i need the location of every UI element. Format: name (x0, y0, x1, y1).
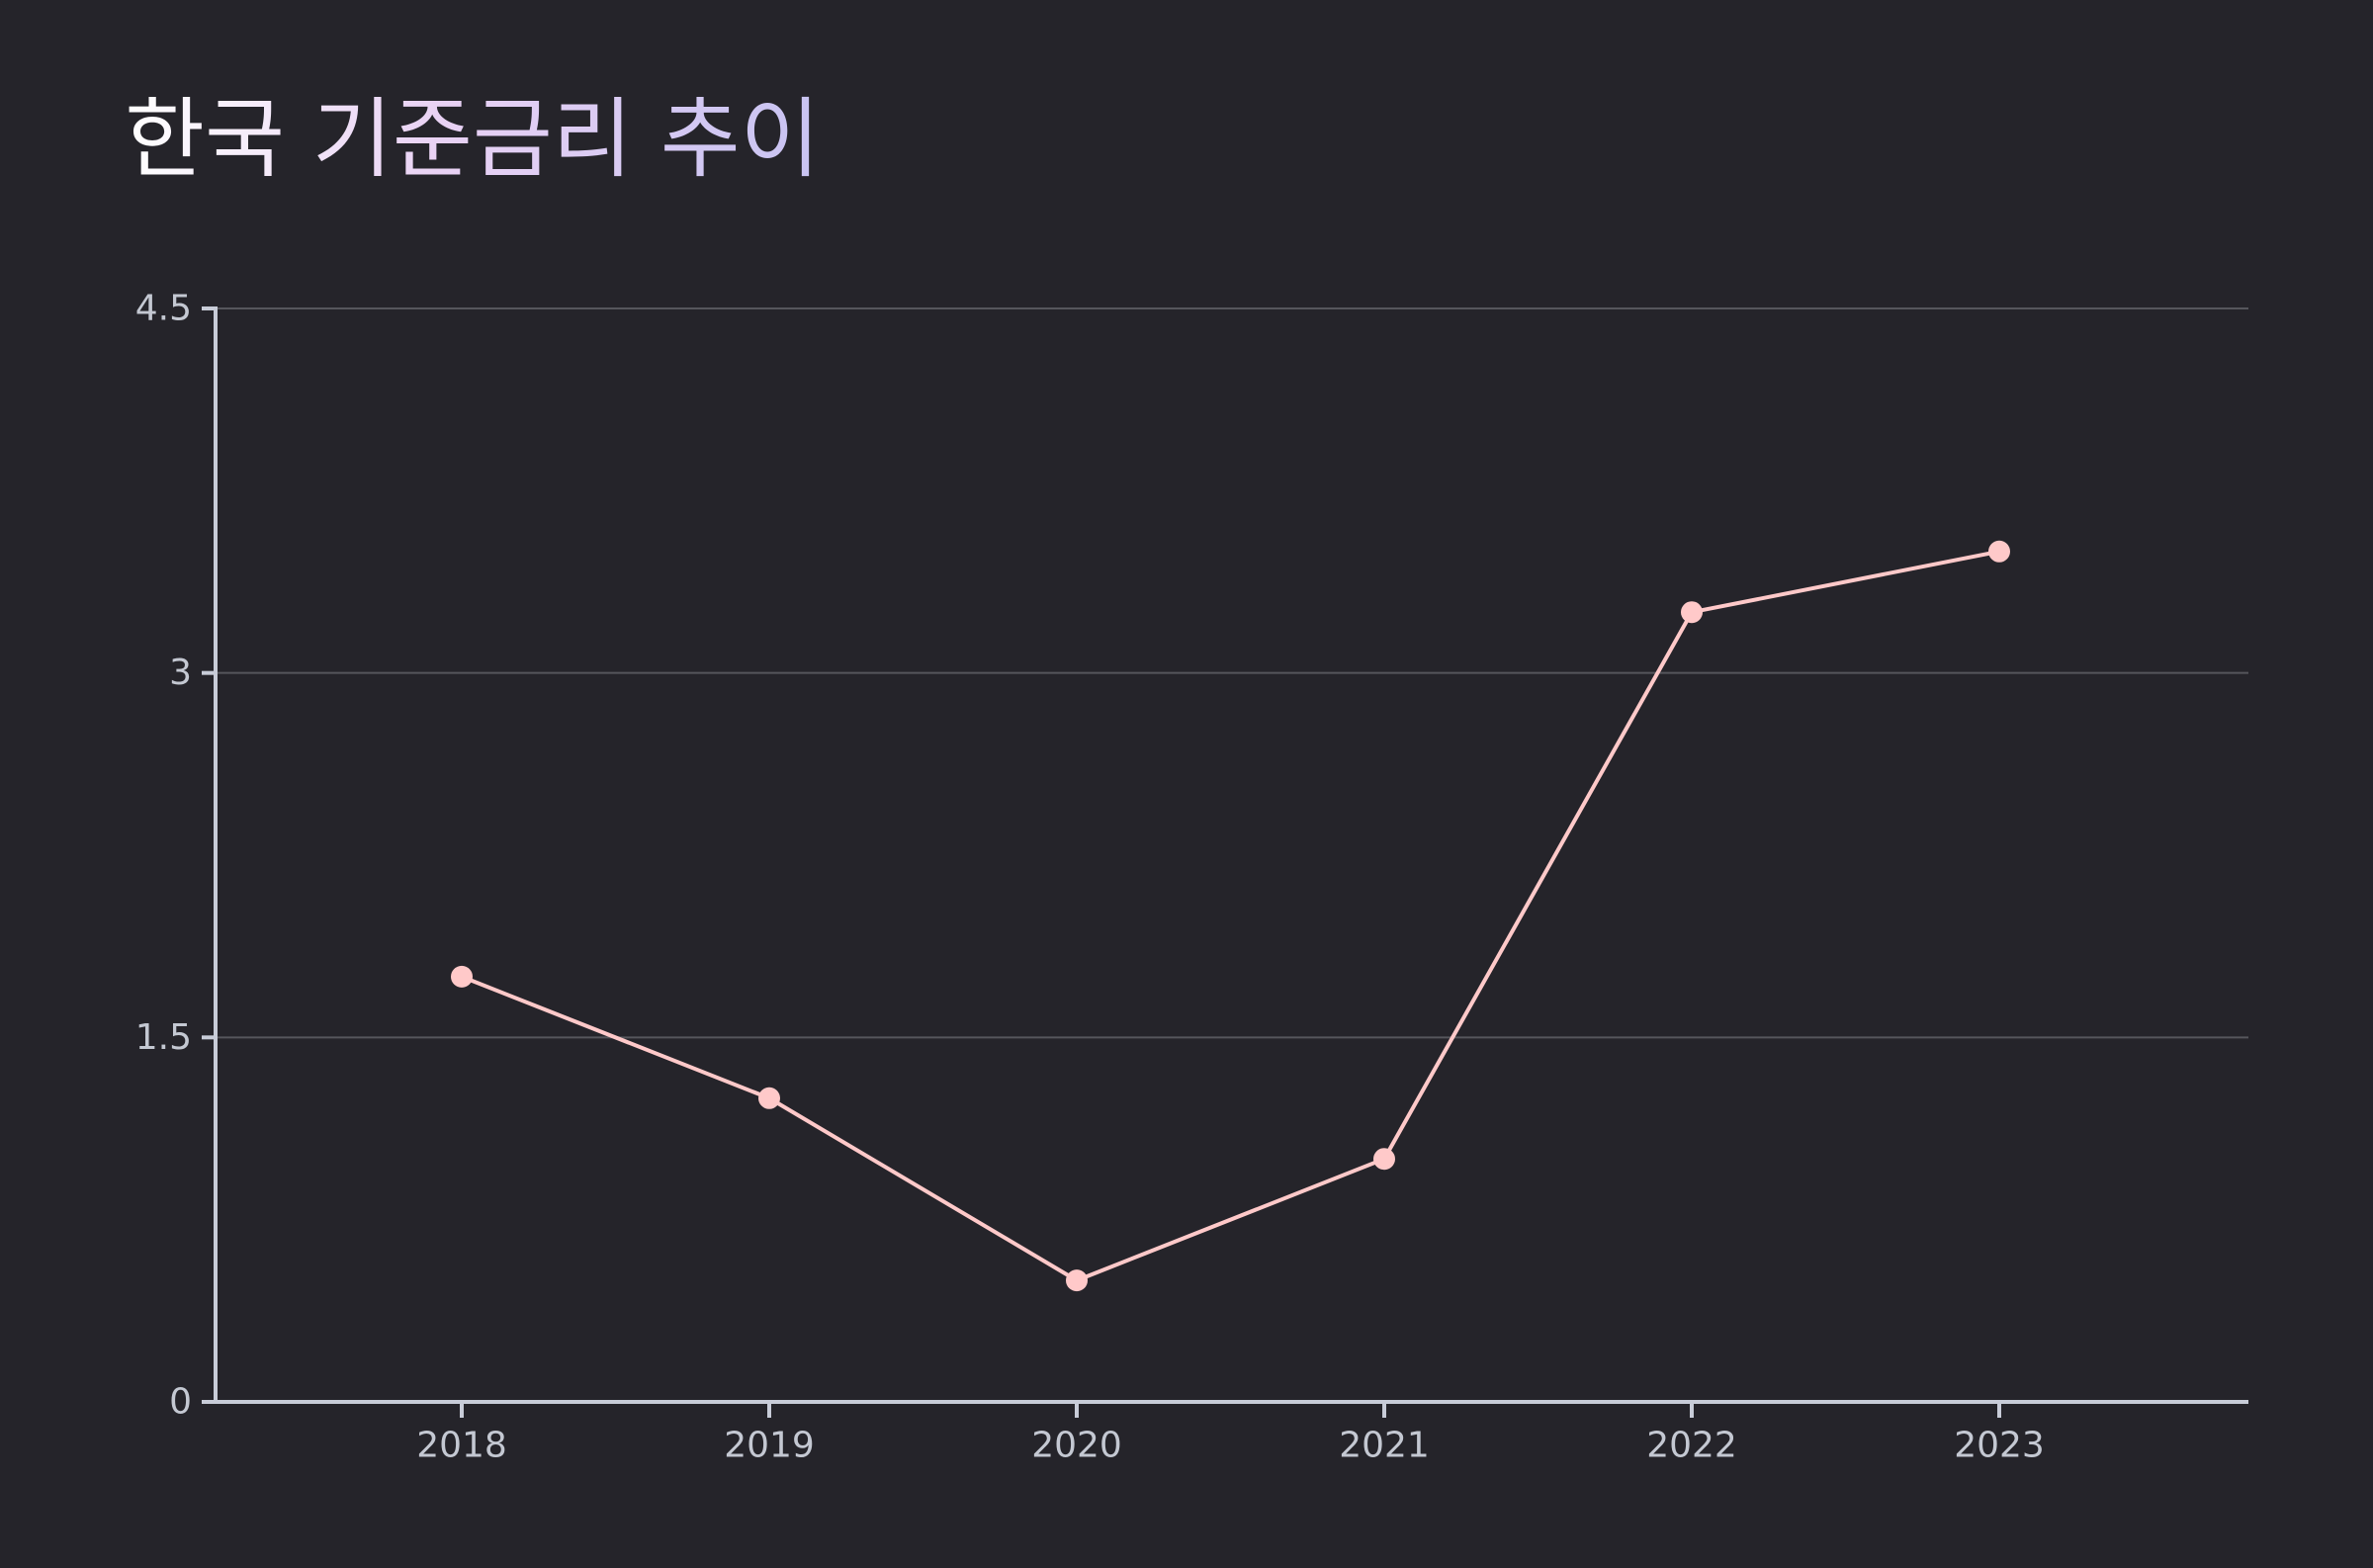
y-tick-label-1: 1.5 (135, 1017, 192, 1058)
data-point-2019 (758, 1087, 780, 1109)
x-tick-label-2020: 2020 (1031, 1426, 1122, 1466)
data-point-2020 (1066, 1269, 1088, 1292)
axes (214, 306, 2248, 1404)
series-line-layer (460, 549, 2001, 1283)
y-axis-ticks: 0 1.5 3 4.5 (135, 289, 216, 1423)
x-tick-label-2018: 2018 (416, 1426, 507, 1466)
y-tick-label-0: 0 (169, 1382, 192, 1423)
data-point-2021 (1373, 1148, 1395, 1171)
x-tick-label-2019: 2019 (724, 1426, 815, 1466)
series-line-0 (460, 549, 2001, 1283)
x-tick-label-2023: 2023 (1954, 1426, 2045, 1466)
y-tick-label-3: 4.5 (135, 289, 192, 329)
grid-lines (216, 307, 2248, 1039)
x-tick-label-2021: 2021 (1339, 1426, 1430, 1466)
y-tick-label-2: 3 (169, 653, 192, 693)
x-tick-label-2022: 2022 (1646, 1426, 1737, 1466)
data-point-2018 (451, 965, 473, 988)
x-axis-ticks: 2018 2019 2020 2021 2022 2023 (416, 1402, 2045, 1466)
data-point-2022 (1681, 601, 1703, 624)
data-point-2023 (1988, 540, 2010, 563)
data-points (451, 540, 2010, 1292)
chart-title: 한국 기준금리 추이 (125, 88, 821, 190)
